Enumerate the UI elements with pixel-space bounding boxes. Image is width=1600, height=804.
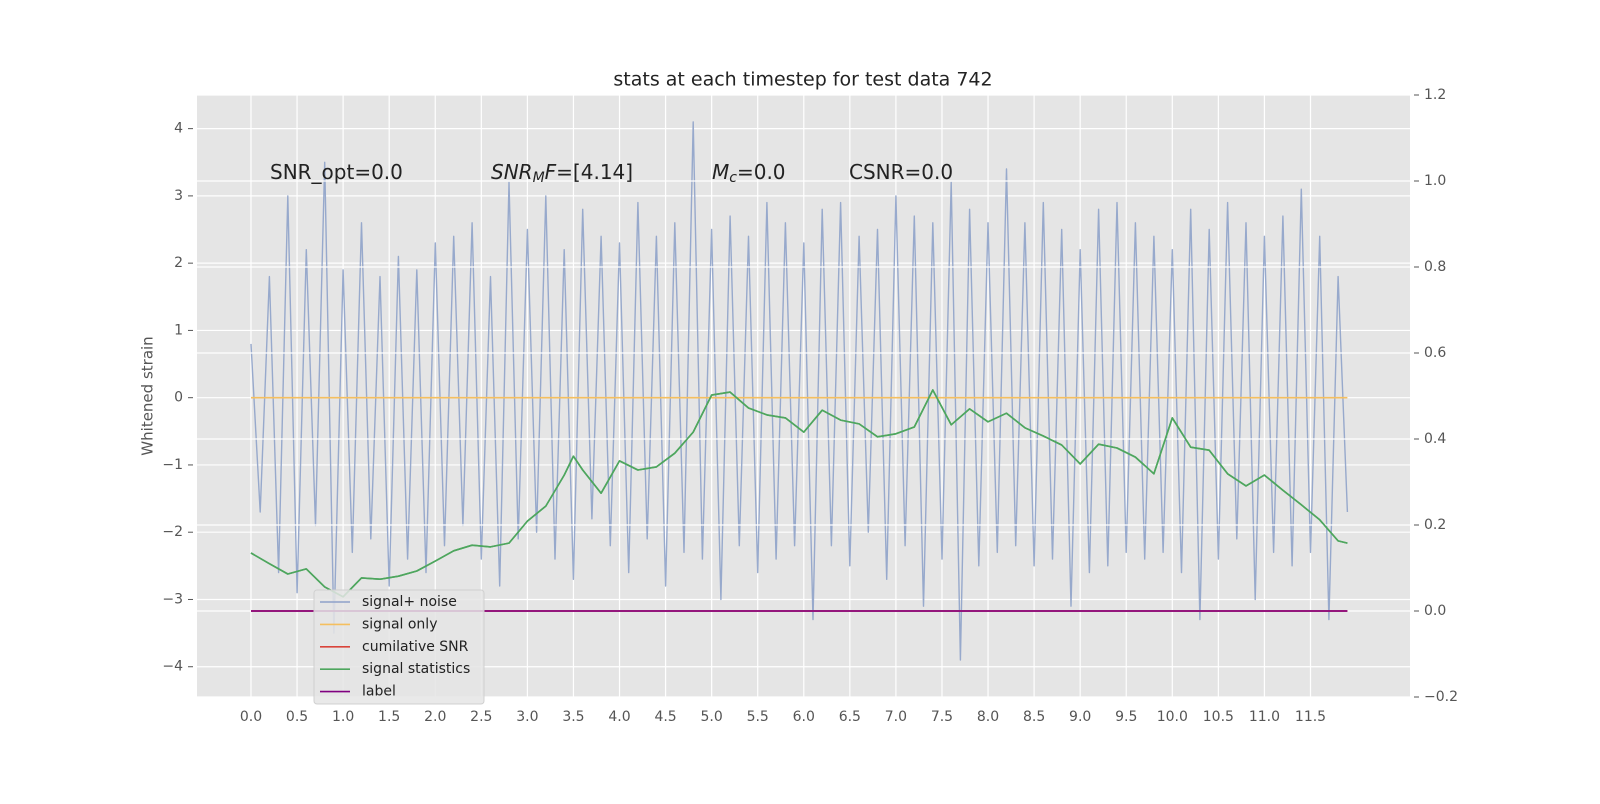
y2-tick-label: 1.0 bbox=[1424, 173, 1446, 189]
annotation-part: =0.0 bbox=[737, 160, 786, 184]
x-tick-label: 9.0 bbox=[1069, 709, 1091, 725]
x-tick-label: 0.5 bbox=[286, 709, 308, 725]
x-tick-label: 4.5 bbox=[654, 709, 676, 725]
annotation-part: M bbox=[533, 170, 545, 186]
y-tick-label: −4 bbox=[162, 659, 183, 675]
y-tick-label: 0 bbox=[174, 390, 183, 406]
y-tick-label: 3 bbox=[174, 188, 183, 204]
annotation: Mc=0.0 bbox=[712, 160, 786, 187]
annotation-part: F=[4.14] bbox=[545, 160, 633, 184]
x-tick-label: 3.0 bbox=[516, 709, 538, 725]
y-tick-label: −2 bbox=[162, 524, 183, 540]
x-tick-label: 8.5 bbox=[1023, 709, 1045, 725]
x-tick-label: 4.0 bbox=[608, 709, 630, 725]
x-tick-label: 7.5 bbox=[931, 709, 953, 725]
y-tick-label: 4 bbox=[174, 121, 183, 137]
y-tick-label: 2 bbox=[174, 255, 183, 271]
x-tick-label: 6.0 bbox=[793, 709, 815, 725]
chart-title: stats at each timestep for test data 742 bbox=[613, 69, 992, 91]
series-line bbox=[250, 121, 1349, 661]
y2-tick-label: 0.4 bbox=[1424, 431, 1446, 447]
x-tick-label: 5.5 bbox=[747, 709, 769, 725]
annotation-part: M bbox=[712, 160, 729, 184]
x-tick-label: 11.0 bbox=[1249, 709, 1280, 725]
x-tick-label: 1.0 bbox=[332, 709, 354, 725]
x-tick-label: 10.5 bbox=[1203, 709, 1234, 725]
y2-tick-label: 1.2 bbox=[1424, 87, 1446, 103]
x-tick-label: 2.5 bbox=[470, 709, 492, 725]
y2-tick-label: 0.0 bbox=[1424, 603, 1446, 619]
x-tick-label: 2.0 bbox=[424, 709, 446, 725]
y-tick-label: −1 bbox=[162, 457, 183, 473]
annotation-part: F bbox=[545, 160, 557, 184]
annotation-part: CSNR=0.0 bbox=[849, 160, 953, 184]
x-tick-label: 11.5 bbox=[1295, 709, 1326, 725]
x-tick-label: 6.5 bbox=[839, 709, 861, 725]
annotation: SNR_opt=0.0 bbox=[270, 160, 403, 184]
legend-label: signal statistics bbox=[362, 661, 470, 677]
y2-tick-label: 0.6 bbox=[1424, 345, 1446, 361]
legend-box bbox=[313, 589, 485, 705]
x-tick-label: 5.0 bbox=[701, 709, 723, 725]
x-tick-label: 3.5 bbox=[562, 709, 584, 725]
annotation-part: SNR_opt=0.0 bbox=[270, 160, 403, 184]
annotation-part: c bbox=[729, 170, 737, 186]
legend-label: signal+ noise bbox=[362, 594, 457, 610]
legend-label: label bbox=[362, 684, 396, 700]
annotation-part: SNR bbox=[491, 160, 533, 184]
annotation: SNRMF=[4.14] bbox=[491, 160, 633, 187]
y-axis-label: Whitened strain bbox=[139, 336, 157, 455]
y-tick-label: −3 bbox=[162, 591, 183, 607]
series-line bbox=[250, 389, 1348, 598]
y2-tick-label: 0.2 bbox=[1424, 517, 1446, 533]
legend-label: cumilative SNR bbox=[362, 639, 469, 655]
y2-tick-label: −0.2 bbox=[1424, 689, 1458, 705]
x-tick-label: 7.0 bbox=[885, 709, 907, 725]
x-tick-label: 1.5 bbox=[378, 709, 400, 725]
x-tick-label: 9.5 bbox=[1115, 709, 1137, 725]
x-tick-label: 0.0 bbox=[240, 709, 262, 725]
annotation-part: =[4.14] bbox=[556, 160, 633, 184]
y2-tick-label: 0.8 bbox=[1424, 259, 1446, 275]
legend-label: signal only bbox=[362, 616, 437, 632]
y-tick-label: 1 bbox=[174, 322, 183, 338]
x-tick-label: 8.0 bbox=[977, 709, 999, 725]
annotation: CSNR=0.0 bbox=[849, 160, 953, 184]
x-tick-label: 10.0 bbox=[1157, 709, 1188, 725]
